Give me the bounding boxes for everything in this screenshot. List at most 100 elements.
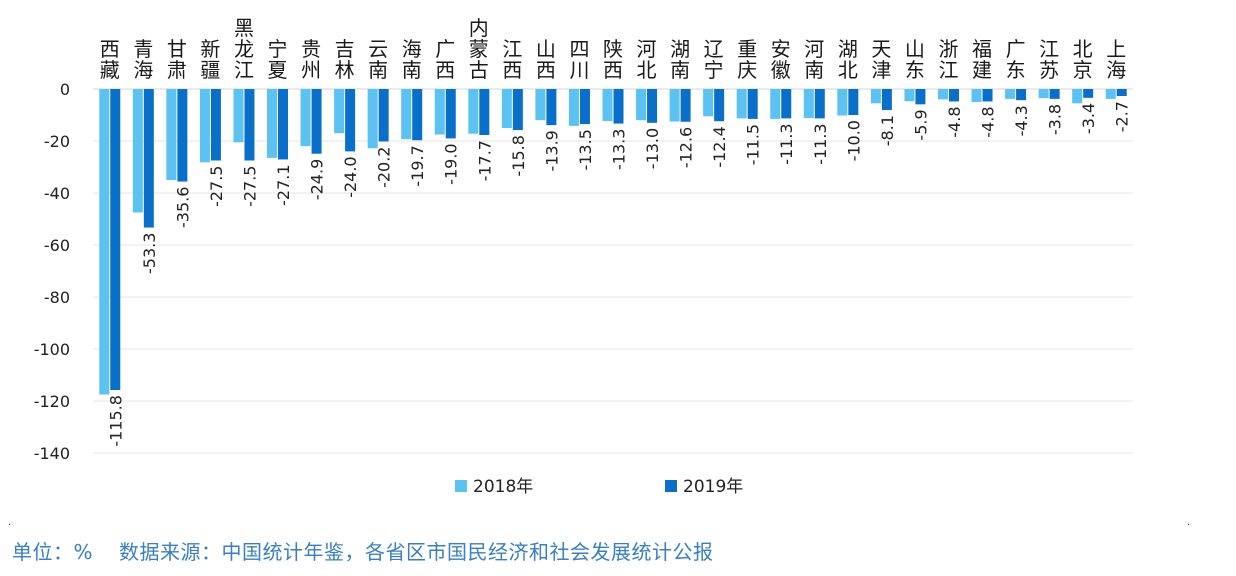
bar-2019 xyxy=(680,89,691,122)
y-tick-label: 0 xyxy=(60,80,70,99)
category-label: 辽宁 xyxy=(704,37,724,82)
bar-2018 xyxy=(267,89,278,158)
bar-2019 xyxy=(948,89,959,102)
bar-2019 xyxy=(143,89,154,228)
data-label: -8.1 xyxy=(878,115,897,146)
data-label: -3.4 xyxy=(1079,103,1098,134)
y-tick-label: -80 xyxy=(44,288,70,307)
data-label: -20.2 xyxy=(375,147,394,188)
bar-2018 xyxy=(1072,89,1083,104)
category-label: 内蒙古 xyxy=(469,16,489,82)
bar-2019 xyxy=(445,89,456,139)
data-label: -27.5 xyxy=(207,166,226,207)
bar-2018 xyxy=(1105,89,1116,99)
legend-label: 2019年 xyxy=(683,477,743,497)
data-label: -15.8 xyxy=(509,135,528,176)
category-label: 宁夏 xyxy=(268,37,288,82)
data-label: -24.0 xyxy=(341,156,360,197)
y-tick-label: -40 xyxy=(44,184,70,203)
bar-2018 xyxy=(132,89,143,213)
bar-2019 xyxy=(781,89,792,119)
category-label: 广西 xyxy=(435,37,455,82)
data-label: -13.3 xyxy=(610,129,629,170)
bar-2019 xyxy=(1116,89,1127,97)
bar-2019 xyxy=(177,89,188,182)
category-label: 上海 xyxy=(1106,37,1126,82)
data-label: -4.8 xyxy=(979,106,998,137)
data-label: -27.1 xyxy=(274,164,293,205)
y-tick-label: -120 xyxy=(34,392,70,411)
category-label: 江西 xyxy=(502,37,522,82)
unit-note: 单位：% xyxy=(12,540,94,564)
left-dot: · xyxy=(8,520,12,531)
bar-2019 xyxy=(747,89,758,119)
data-label: -13.5 xyxy=(576,129,595,170)
category-label: 云南 xyxy=(368,37,388,82)
bar-2018 xyxy=(568,89,579,126)
footer: 单位：% 数据来源：中国统计年鉴，各省区市国民经济和社会发展统计公报 xyxy=(12,536,740,565)
data-label: -4.3 xyxy=(1012,105,1031,136)
bar-2019 xyxy=(579,89,590,125)
category-label: 浙江 xyxy=(938,37,958,82)
bar-2019 xyxy=(714,89,725,122)
data-label: -12.4 xyxy=(710,126,729,167)
bar-2018 xyxy=(703,89,714,117)
data-label: -53.3 xyxy=(140,233,159,274)
bar-2019 xyxy=(512,89,523,131)
category-label: 江苏 xyxy=(1039,37,1059,82)
bar-2018 xyxy=(971,89,982,102)
data-label: -13.9 xyxy=(542,130,561,171)
category-label: 海南 xyxy=(402,37,422,82)
bar-2019 xyxy=(1016,89,1027,101)
bar-2018 xyxy=(199,89,210,163)
bar-2018 xyxy=(1005,89,1016,99)
bar-2018 xyxy=(669,89,680,122)
category-label: 福建 xyxy=(972,37,992,82)
bar-2018 xyxy=(99,89,110,395)
bar-2018 xyxy=(468,89,479,134)
category-label: 山东 xyxy=(905,37,925,82)
bar-2018 xyxy=(636,89,647,121)
bar-2019 xyxy=(915,89,926,105)
y-tick-label: -20 xyxy=(44,132,70,151)
category-label: 河南 xyxy=(804,37,824,82)
bar-2018 xyxy=(837,89,848,116)
data-label: -11.5 xyxy=(744,124,763,165)
bar-2019 xyxy=(210,89,221,161)
bar-2018 xyxy=(736,89,747,119)
bar-2018 xyxy=(401,89,412,140)
bar-2019 xyxy=(110,89,121,391)
bar-2018 xyxy=(1038,89,1049,99)
bar-2019 xyxy=(881,89,892,111)
legend-swatch xyxy=(665,480,677,492)
category-label: 天津 xyxy=(871,37,891,82)
bar-2019 xyxy=(311,89,322,154)
bar-2018 xyxy=(870,89,881,104)
data-label: -10.0 xyxy=(844,120,863,161)
bar-2018 xyxy=(904,89,915,102)
category-label: 山西 xyxy=(536,37,556,82)
bar-2019 xyxy=(378,89,389,142)
bar-2019 xyxy=(546,89,557,126)
bar-2018 xyxy=(501,89,512,128)
category-label: 黑龙江 xyxy=(234,16,254,82)
category-label: 青海 xyxy=(133,37,153,82)
bar-2018 xyxy=(535,89,546,121)
category-label: 河北 xyxy=(637,37,657,82)
bar-2019 xyxy=(412,89,423,141)
bar-2018 xyxy=(803,89,814,119)
bar-2019 xyxy=(1049,89,1060,99)
category-label: 广东 xyxy=(1006,37,1026,82)
data-label: -19.7 xyxy=(408,145,427,186)
data-label: -4.8 xyxy=(945,106,964,137)
legend-label: 2018年 xyxy=(473,477,533,497)
bar-2019 xyxy=(848,89,859,115)
bar-2018 xyxy=(770,89,781,119)
data-label: -5.9 xyxy=(911,109,930,140)
category-label: 安徽 xyxy=(771,37,791,82)
category-label: 北京 xyxy=(1073,37,1093,82)
category-label: 吉林 xyxy=(335,37,355,82)
bar-2018 xyxy=(300,89,311,147)
bar-2019 xyxy=(613,89,624,124)
